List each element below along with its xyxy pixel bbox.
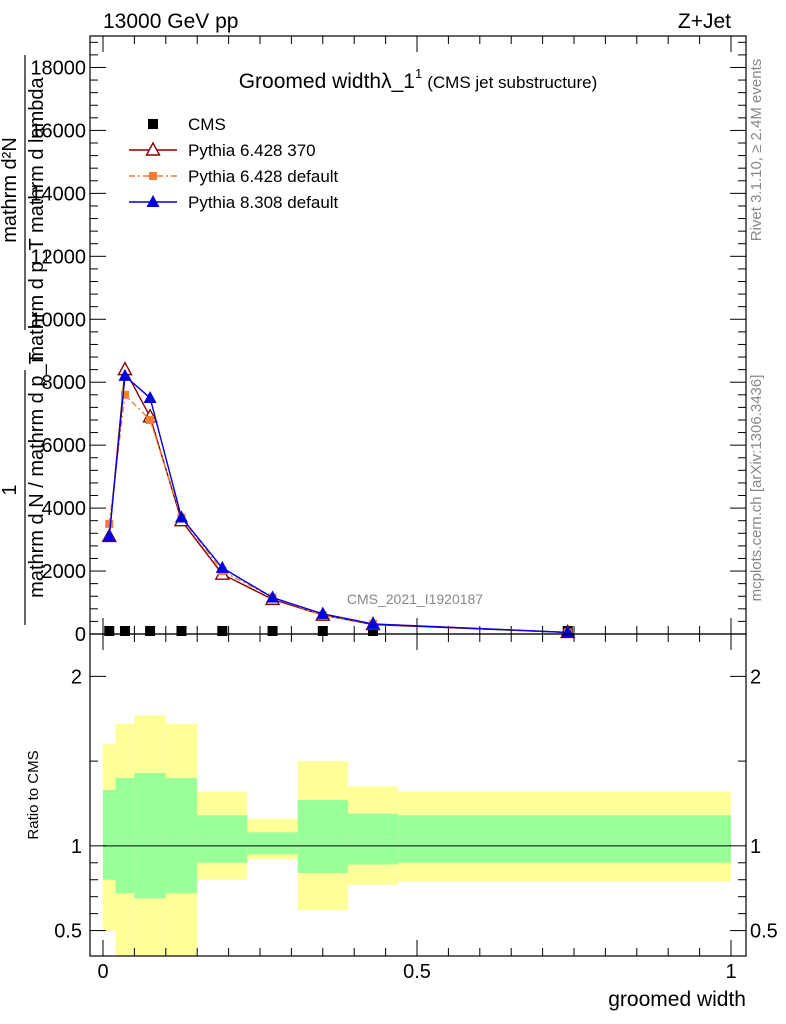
- ylabel-frac-den: mathrm d N / mathrm d p_T: [26, 352, 48, 598]
- legend-marker: [148, 119, 158, 129]
- y-tick-label: 2000: [42, 561, 87, 583]
- plot-title: Groomed widthλ_11 (CMS jet substructure): [239, 66, 598, 93]
- y-tick-label: 16000: [30, 120, 86, 142]
- y-tick-label: 18000: [30, 57, 86, 79]
- data-point: [217, 626, 228, 636]
- title-sup: 1: [415, 66, 422, 81]
- series-1: [101, 361, 576, 639]
- ylabel-top: mathrm d²N: [0, 137, 21, 243]
- series-line: [108, 374, 568, 634]
- x-tick-label: 0: [97, 961, 108, 983]
- ratio-inner-band: [165, 778, 198, 894]
- data-point: [267, 626, 278, 636]
- data-point: [118, 368, 132, 381]
- legend-marker: [149, 172, 157, 180]
- x-axis-label: groomed width: [608, 988, 746, 1011]
- data-point: [175, 510, 188, 523]
- legend-marker: [146, 195, 160, 207]
- ratio-y-tick-label: 0.5: [54, 921, 82, 943]
- header-group: 13000 GeV pp Z+Jet: [103, 10, 731, 33]
- series-line: [108, 367, 568, 634]
- ratio-inner-band: [247, 832, 298, 855]
- series-3: [102, 368, 575, 638]
- ratio-inner-band: [197, 815, 248, 863]
- data-point: [366, 616, 380, 629]
- legend-entry: Pythia 8.308 default: [188, 193, 339, 212]
- ratio-y-tick-label-right: 1: [750, 836, 761, 858]
- data-point: [368, 626, 379, 636]
- y-tick-label: 12000: [30, 246, 86, 268]
- ratio-ylabel: Ratio to CMS: [25, 750, 42, 839]
- process-label: Z+Jet: [678, 10, 731, 33]
- data-point: [102, 529, 116, 542]
- data-point: [120, 390, 129, 399]
- ratio-inner-band: [297, 800, 348, 873]
- data-point: [145, 626, 156, 636]
- data-point: [176, 626, 187, 636]
- legend-entry: Pythia 6.428 370: [188, 141, 316, 160]
- energy-label: 13000 GeV pp: [103, 10, 238, 33]
- ratio-inner-band: [134, 772, 166, 899]
- x-tick-label: 0.5: [403, 961, 431, 983]
- data-point: [104, 626, 115, 636]
- title-lambda: λ_1: [381, 70, 415, 93]
- y-axis-label-top: mathrm d²N mathrm d p_T mathrm d lambda …: [0, 55, 48, 625]
- ratio-y-tick-label: 1: [71, 836, 82, 858]
- ratio-y-tick-label-right: 0.5: [750, 921, 778, 943]
- ratio-plot: 0 0.5 1 0.5 0.5 1 1 2 2: [54, 633, 778, 983]
- side-rivet: Rivet 3.1.10, ≥ 2.4M events: [748, 59, 765, 242]
- data-point: [317, 626, 328, 636]
- data-point: [105, 519, 114, 528]
- data-point: [266, 590, 280, 603]
- title-main: Groomed width: [239, 70, 381, 93]
- ratio-inner-band: [347, 813, 399, 865]
- data-point: [119, 626, 130, 636]
- data-point: [215, 560, 229, 573]
- legend-entry: Pythia 6.428 default: [188, 167, 339, 186]
- y-tick-label: 14000: [30, 183, 86, 205]
- side-labels: Rivet 3.1.10, ≥ 2.4M events mcplots.cern…: [748, 59, 765, 602]
- series-2: [105, 390, 572, 637]
- y-tick-label: 0: [75, 624, 86, 646]
- y-tick-label: 4000: [42, 498, 87, 520]
- ratio-inner-band: [115, 778, 135, 894]
- ratio-inner-band: [398, 815, 731, 863]
- svg-text:Groomed widthλ_11(CMS jet subs: Groomed widthλ_11 (CMS jet substructure): [239, 66, 598, 93]
- ratio-frame: [89, 633, 747, 957]
- legend-marker: [145, 141, 161, 156]
- title-sub: (CMS jet substructure): [427, 73, 597, 92]
- legend-entry: CMS: [188, 115, 226, 134]
- y-tick-label: 10000: [30, 309, 86, 331]
- data-point: [316, 606, 330, 619]
- ratio-inner-band: [103, 789, 116, 880]
- data-point: [143, 390, 157, 403]
- main-plot: 0 2000 4000 6000 8000 10000 12000 14000 16000 180…: [30, 35, 747, 646]
- ratio-y-tick-label: 2: [71, 666, 82, 688]
- ylabel-frac-num: 1: [0, 484, 21, 495]
- x-tick-label: 1: [725, 961, 736, 983]
- data-point: [146, 415, 155, 424]
- ylabel-bottom: mathrm d p_T mathrm d lambda: [26, 76, 48, 362]
- y-tick-label: 6000: [42, 435, 87, 457]
- watermark: CMS_2021_I1920187: [347, 591, 483, 607]
- ratio-y-tick-label-right: 2: [750, 666, 761, 688]
- side-mcplots: mcplots.cern.ch [arXiv:1306.3436]: [748, 375, 765, 602]
- y-tick-label: 8000: [42, 372, 87, 394]
- legend: CMS Pythia 6.428 370 Pythia 6.428 default P…: [129, 115, 339, 212]
